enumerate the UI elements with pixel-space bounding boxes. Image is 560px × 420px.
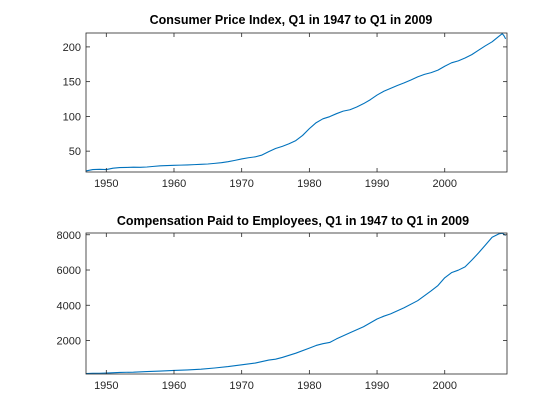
- y-tick-label: 4000: [57, 300, 81, 312]
- x-tick-label: 1980: [297, 380, 321, 392]
- x-tick-label: 1960: [162, 178, 186, 190]
- x-tick-label: 1950: [94, 380, 118, 392]
- chart-title: Consumer Price Index, Q1 in 1947 to Q1 i…: [150, 13, 433, 27]
- y-tick-label: 50: [69, 146, 81, 158]
- y-tick-label: 6000: [57, 265, 81, 277]
- x-tick-label: 2000: [432, 380, 456, 392]
- y-tick-label: 2000: [57, 336, 81, 348]
- chart-title: Compensation Paid to Employees, Q1 in 19…: [117, 214, 469, 228]
- x-tick-label: 1950: [94, 178, 118, 190]
- x-tick-label: 1960: [162, 380, 186, 392]
- compensation-axes: Compensation Paid to Employees, Q1 in 19…: [57, 214, 508, 392]
- y-tick-label: 200: [63, 42, 81, 54]
- x-tick-label: 2000: [432, 178, 456, 190]
- axes-box: [85, 232, 508, 375]
- x-tick-label: 1970: [229, 380, 253, 392]
- cpi-axes: Consumer Price Index, Q1 in 1947 to Q1 i…: [63, 13, 508, 190]
- axes-box: [85, 32, 508, 173]
- x-tick-label: 1980: [297, 178, 321, 190]
- series-line: [85, 33, 507, 172]
- y-tick-label: 8000: [57, 230, 81, 242]
- x-tick-label: 1970: [229, 178, 253, 190]
- compensation-plot-area: 1950 1960 1970 1980 1990 2000 2000 4000 6000 8000: [57, 230, 508, 392]
- x-tick-label: 1990: [365, 380, 389, 392]
- x-tick-label: 1990: [365, 178, 389, 190]
- cpi-plot-area: 1950 1960 1970 1980 1990 2000 50 100 150 200: [63, 32, 508, 190]
- series-line: [85, 232, 506, 375]
- y-tick-label: 100: [63, 111, 81, 123]
- y-tick-label: 150: [63, 77, 81, 89]
